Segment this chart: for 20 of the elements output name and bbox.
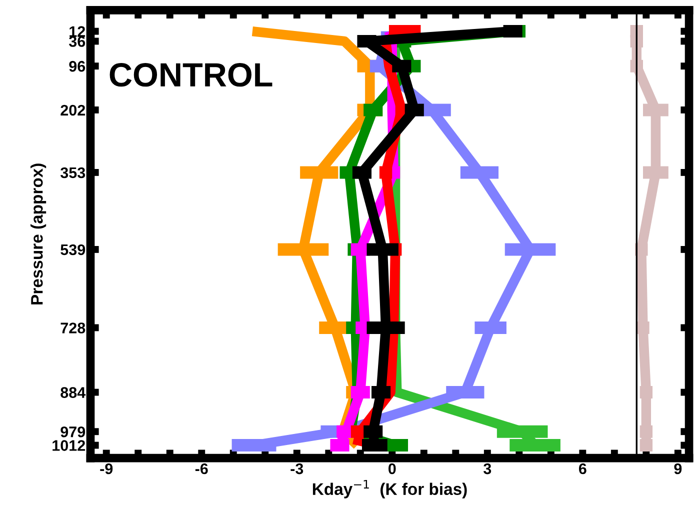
x-tick-label: 6 <box>578 463 586 474</box>
y-tick-label: 353 <box>60 167 86 178</box>
y-tick-label: 884 <box>60 387 86 398</box>
x-tick-label: 0 <box>388 463 396 474</box>
y-axis-title: Pressure (approx) <box>30 164 46 304</box>
y-tick-label: 539 <box>60 244 86 256</box>
x-tick-label: 9 <box>674 463 682 474</box>
y-tick-label: 979 <box>60 426 86 438</box>
y-tick-label: 728 <box>60 322 86 334</box>
y-tick-label: 202 <box>60 104 86 116</box>
y-tick-label: 1012 <box>52 440 86 451</box>
x-tick-label: -3 <box>290 463 304 474</box>
y-tick-label: 36 <box>68 36 86 47</box>
x-tick-label: -6 <box>195 463 208 474</box>
y-tick-label: 96 <box>69 60 86 72</box>
x-axis-title: Kday$^{−1}$ (K for bias) <box>312 480 467 498</box>
x-tick-label: 3 <box>484 463 492 474</box>
annotation: CONTROL <box>110 63 272 87</box>
y-tick-label: 12 <box>70 26 86 37</box>
x-tick-label: -9 <box>100 463 113 474</box>
